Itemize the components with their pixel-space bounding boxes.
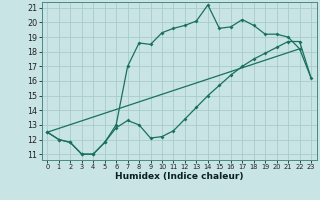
X-axis label: Humidex (Indice chaleur): Humidex (Indice chaleur) [115,172,244,181]
